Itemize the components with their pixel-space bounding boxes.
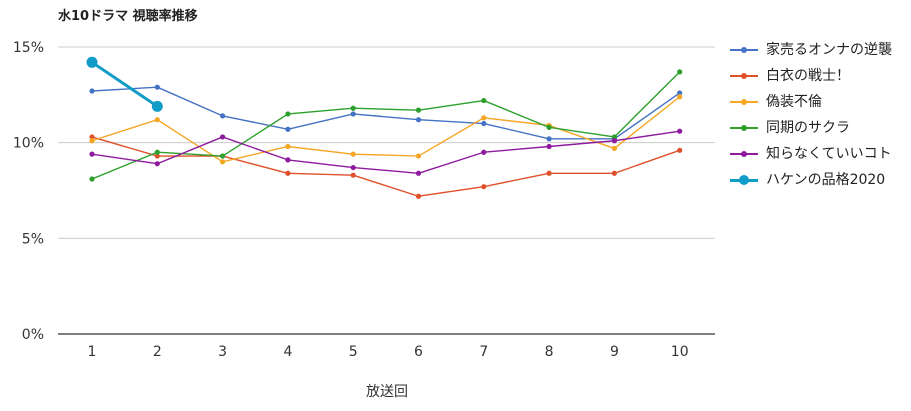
- data-point[interactable]: [285, 157, 291, 163]
- data-point[interactable]: [481, 97, 487, 104]
- series-ハケンの品格2020: [86, 56, 163, 112]
- legend-label: 知らなくていいコト: [766, 146, 892, 162]
- data-point[interactable]: [546, 170, 552, 176]
- data-point[interactable]: [481, 115, 487, 121]
- grid-lines: [58, 46, 715, 239]
- series-line: [91, 136, 680, 197]
- series-白衣の戦士！: [89, 134, 683, 199]
- data-point[interactable]: [350, 111, 356, 117]
- legend-item[interactable]: 白衣の戦士！: [730, 66, 905, 86]
- legend-item[interactable]: 知らなくていいコト: [730, 144, 905, 164]
- data-point[interactable]: [546, 136, 552, 142]
- y-tick-label: 15%: [13, 40, 44, 56]
- x-tick-label: 6: [414, 344, 423, 360]
- legend-item[interactable]: 同期のサクラ: [730, 118, 905, 138]
- data-point[interactable]: [220, 113, 226, 119]
- data-point[interactable]: [546, 124, 552, 130]
- data-point[interactable]: [285, 126, 291, 132]
- data-point[interactable]: [86, 56, 98, 68]
- data-point[interactable]: [415, 153, 422, 159]
- axes: 0% 5% 10% 15% 1 2 3 4 5 6 7 8 9 10: [13, 40, 715, 360]
- data-point[interactable]: [89, 151, 95, 157]
- data-point[interactable]: [154, 84, 160, 90]
- x-tick-label: 8: [545, 344, 554, 360]
- legend-item[interactable]: 偽装不倫: [730, 92, 905, 112]
- data-point[interactable]: [350, 151, 356, 157]
- x-tick-label: 7: [479, 344, 488, 360]
- legend-label: 家売るオンナの逆襲: [766, 42, 892, 58]
- data-point[interactable]: [677, 94, 683, 100]
- data-point[interactable]: [415, 193, 422, 199]
- data-point[interactable]: [285, 143, 291, 150]
- data-point[interactable]: [89, 138, 95, 144]
- data-point[interactable]: [151, 100, 163, 112]
- series-line: [91, 96, 681, 163]
- series-line: [91, 61, 159, 108]
- data-point[interactable]: [611, 170, 618, 176]
- data-point[interactable]: [415, 117, 422, 123]
- series-line: [91, 130, 680, 174]
- data-point[interactable]: [220, 134, 226, 140]
- legend-label: 同期のサクラ: [766, 120, 850, 136]
- data-point[interactable]: [350, 105, 356, 111]
- x-tick-label: 5: [349, 344, 358, 360]
- data-point[interactable]: [285, 111, 291, 117]
- series-家売るオンナの逆襲: [89, 84, 683, 142]
- legend: 家売るオンナの逆襲 白衣の戦士！ 偽装不倫同期のサクラ知らなくていいコト ハケンの品格…: [730, 40, 905, 196]
- legend-label: 白衣の戦士！: [766, 68, 850, 84]
- chart-title: 水10ドラマ 視聴率推移: [58, 9, 198, 24]
- x-tick-label: 4: [283, 344, 292, 360]
- data-point[interactable]: [677, 90, 683, 96]
- y-tick-label: 10%: [13, 136, 44, 152]
- series-知らなくていいコト: [89, 128, 683, 176]
- data-point[interactable]: [677, 147, 683, 153]
- data-point[interactable]: [154, 153, 160, 159]
- x-axis-title: 放送回: [366, 384, 408, 400]
- data-point[interactable]: [220, 159, 226, 165]
- data-point[interactable]: [611, 138, 618, 144]
- x-tick-label: 10: [671, 344, 689, 360]
- data-point[interactable]: [89, 134, 95, 140]
- data-point[interactable]: [154, 149, 160, 155]
- series-lines: [86, 56, 683, 199]
- legend-item[interactable]: ハケンの品格2020: [730, 170, 905, 190]
- data-point[interactable]: [677, 69, 683, 75]
- x-tick-label: 1: [88, 344, 97, 360]
- x-tick-label: 3: [218, 344, 227, 360]
- data-point[interactable]: [481, 184, 487, 190]
- data-point[interactable]: [220, 153, 226, 159]
- x-tick-label: 2: [153, 344, 162, 360]
- y-tick-label: 0%: [22, 327, 44, 343]
- series-line: [91, 71, 681, 180]
- data-point[interactable]: [481, 149, 487, 155]
- data-point[interactable]: [415, 107, 422, 113]
- series-偽装不倫: [89, 94, 683, 165]
- data-point[interactable]: [89, 88, 95, 94]
- series-line: [91, 86, 681, 140]
- legend-label: 偽装不倫: [766, 94, 822, 110]
- legend-item[interactable]: 家売るオンナの逆襲: [730, 40, 905, 60]
- x-tick-label: 9: [610, 344, 619, 360]
- data-point[interactable]: [89, 176, 95, 182]
- series-同期のサクラ: [89, 69, 683, 182]
- data-point[interactable]: [611, 145, 618, 152]
- data-point[interactable]: [611, 134, 618, 140]
- legend-label: ハケンの品格2020: [766, 172, 886, 188]
- data-point[interactable]: [546, 143, 552, 150]
- y-tick-label: 5%: [22, 231, 44, 247]
- data-point[interactable]: [285, 170, 291, 176]
- data-point[interactable]: [415, 170, 422, 176]
- data-point[interactable]: [677, 128, 683, 134]
- data-point[interactable]: [154, 161, 160, 167]
- data-point[interactable]: [350, 164, 356, 171]
- data-point[interactable]: [154, 117, 160, 123]
- data-point[interactable]: [481, 120, 487, 127]
- data-point[interactable]: [350, 172, 356, 178]
